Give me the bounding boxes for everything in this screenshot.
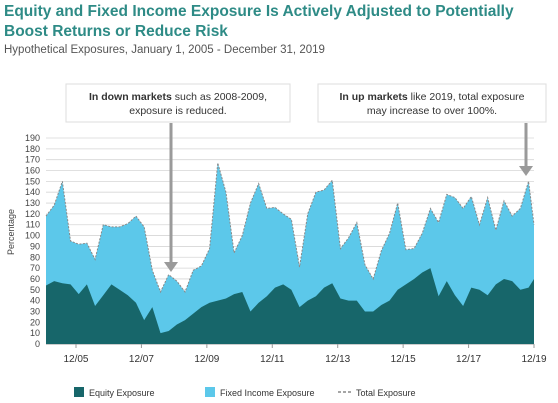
y-tick-label: 40 bbox=[30, 296, 40, 306]
y-tick-label: 90 bbox=[30, 241, 40, 251]
y-tick-label: 100 bbox=[25, 231, 40, 241]
x-tick-label: 12/15 bbox=[391, 354, 416, 365]
x-tick-label: 12/07 bbox=[129, 354, 154, 365]
annotation-up-markets: In up markets like 2019, total exposure … bbox=[317, 83, 547, 176]
annotation-down-markets: In down markets such as 2008-2009, expos… bbox=[65, 83, 291, 272]
annotation-box bbox=[65, 83, 291, 123]
annotation-line2: exposure is reduced. bbox=[129, 105, 226, 117]
x-tick-label: 12/11 bbox=[260, 354, 285, 365]
annotation-text: In up markets like 2019, total exposure bbox=[339, 91, 524, 103]
y-tick-label: 140 bbox=[25, 187, 40, 197]
legend-swatch-fixed-income bbox=[205, 387, 215, 397]
y-tick-label: 20 bbox=[30, 317, 40, 327]
y-tick-label: 170 bbox=[25, 155, 40, 165]
y-tick-label: 10 bbox=[30, 328, 40, 338]
x-tick-label: 12/19 bbox=[521, 354, 546, 365]
annotation-bold: In down markets bbox=[89, 91, 172, 103]
annotation-box bbox=[317, 83, 547, 123]
legend-label-equity: Equity Exposure bbox=[89, 388, 155, 398]
x-axis-ticks: 12/05 12/07 12/09 12/11 12/13 12/15 12/17 12/19 bbox=[63, 344, 547, 365]
y-tick-label: 50 bbox=[30, 285, 40, 295]
equity-area bbox=[46, 268, 534, 344]
y-tick-label: 120 bbox=[25, 209, 40, 219]
y-tick-label: 190 bbox=[25, 133, 40, 143]
y-tick-label: 0 bbox=[35, 339, 40, 349]
x-tick-label: 12/09 bbox=[194, 354, 219, 365]
y-tick-label: 150 bbox=[25, 176, 40, 186]
y-tick-label: 130 bbox=[25, 198, 40, 208]
legend-label-total: Total Exposure bbox=[356, 388, 416, 398]
annotation-line2: may increase to over 100%. bbox=[367, 105, 497, 117]
y-axis-ticks: 0102030405060708090100110120130140150160… bbox=[25, 133, 40, 349]
legend-label-fixed-income: Fixed Income Exposure bbox=[220, 388, 315, 398]
y-tick-label: 80 bbox=[30, 252, 40, 262]
x-tick-label: 12/17 bbox=[456, 354, 481, 365]
down-arrow-icon bbox=[519, 166, 533, 176]
legend: Equity Exposure Fixed Income Exposure To… bbox=[74, 387, 416, 398]
chart-areas bbox=[45, 162, 535, 344]
down-arrow-icon bbox=[164, 262, 178, 272]
chart-subtitle: Hypothetical Exposures, January 1, 2005 … bbox=[4, 44, 325, 56]
y-tick-label: 70 bbox=[30, 263, 40, 273]
legend-swatch-equity bbox=[74, 387, 84, 397]
annotation-rest: such as 2008-2009, bbox=[172, 91, 267, 103]
y-tick-label: 60 bbox=[30, 274, 40, 284]
y-tick-label: 30 bbox=[30, 306, 40, 316]
annotation-rest: like 2019, total exposure bbox=[408, 91, 525, 103]
x-tick-label: 12/05 bbox=[63, 354, 88, 365]
x-tick-label: 12/13 bbox=[325, 354, 350, 365]
annotation-text: In down markets such as 2008-2009, bbox=[89, 91, 267, 103]
chart-title: Equity and Fixed Income Exposure Is Acti… bbox=[4, 3, 514, 40]
y-tick-label: 160 bbox=[25, 166, 40, 176]
y-tick-label: 180 bbox=[25, 144, 40, 154]
y-tick-label: 110 bbox=[26, 220, 40, 230]
y-axis-label: Percentage bbox=[6, 209, 16, 255]
annotation-bold: In up markets bbox=[339, 91, 407, 103]
